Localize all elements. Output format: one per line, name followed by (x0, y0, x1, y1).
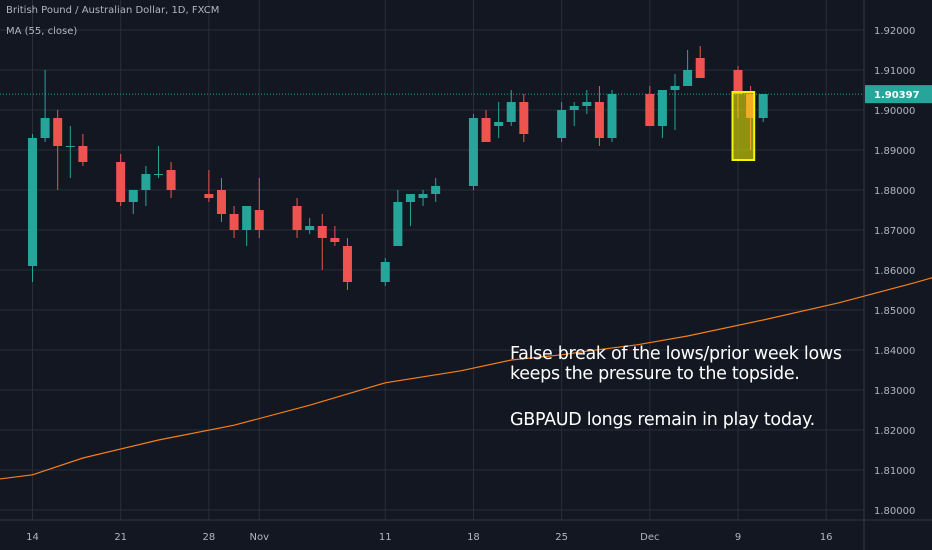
candle-body (166, 170, 176, 190)
candle-body (758, 94, 768, 118)
candle-body (204, 194, 214, 198)
y-tick-label: 1.82000 (874, 426, 915, 437)
chart-title: British Pound / Australian Dollar, 1D, F… (6, 5, 220, 16)
candle-body (65, 146, 75, 147)
candle-body (254, 210, 264, 230)
candle-body (607, 94, 617, 138)
y-tick-label: 1.83000 (874, 386, 915, 397)
y-tick-label: 1.90000 (874, 106, 915, 117)
candle-body (393, 202, 403, 246)
y-tick-label: 1.86000 (874, 266, 915, 277)
candle-body (683, 70, 693, 86)
candle-body (330, 238, 340, 242)
highlight-box (731, 91, 756, 161)
candle-body (380, 262, 390, 282)
x-tick-label: 18 (467, 532, 480, 543)
y-tick-label: 1.80000 (874, 506, 915, 517)
candle-body (153, 174, 163, 175)
y-tick-label: 1.85000 (874, 306, 915, 317)
x-tick-label: 28 (203, 532, 216, 543)
annotation-line-1: False break of the lows/prior week lows (510, 344, 842, 364)
candle-body (128, 190, 138, 202)
candle-body (569, 106, 579, 110)
candle-body (519, 102, 529, 134)
candle-body (229, 214, 239, 230)
candle-body (305, 226, 315, 230)
candle-body (468, 118, 478, 186)
y-tick-label: 1.92000 (874, 26, 915, 37)
candle-body (733, 70, 743, 94)
candle-body (645, 94, 655, 126)
x-tick-label: 9 (735, 532, 741, 543)
candle-body (116, 162, 126, 202)
candle-body (141, 174, 151, 190)
moving-average-line (0, 277, 932, 480)
candle-body (78, 146, 88, 162)
x-tick-label: 25 (555, 532, 568, 543)
candle-body (216, 190, 226, 214)
indicator-label: MA (55, close) (6, 26, 78, 37)
candle-body (40, 118, 50, 138)
candle-body (582, 102, 592, 106)
y-tick-label: 1.87000 (874, 226, 915, 237)
y-tick-label: 1.91000 (874, 66, 915, 77)
candle-body (695, 58, 705, 78)
x-tick-label: 11 (379, 532, 392, 543)
x-tick-label: 16 (820, 532, 833, 543)
x-tick-label: Nov (250, 532, 270, 543)
y-tick-label: 1.88000 (874, 186, 915, 197)
candle-body (242, 206, 252, 230)
candle-body (317, 226, 327, 238)
y-tick-label: 1.84000 (874, 346, 915, 357)
candle-body (342, 246, 352, 282)
candle-body (53, 118, 63, 146)
candle-body (481, 118, 491, 142)
candle-body (557, 110, 567, 138)
candle-body (405, 194, 415, 202)
candle-body (506, 102, 516, 122)
x-tick-label: 14 (26, 532, 39, 543)
candle-body (670, 86, 680, 90)
candle-body (494, 122, 504, 126)
last-price-label: 1.90397 (874, 90, 920, 101)
y-tick-label: 1.89000 (874, 146, 915, 157)
x-tick-label: 21 (114, 532, 127, 543)
annotation-line-2: keeps the pressure to the topside. (510, 364, 800, 384)
candle-body (657, 90, 667, 126)
candle-body (28, 138, 37, 266)
y-tick-label: 1.81000 (874, 466, 915, 477)
candle-body (292, 206, 302, 230)
last-price-tag (865, 85, 932, 104)
candle-body (431, 186, 441, 194)
x-tick-label: Dec (640, 532, 659, 543)
candle-body (594, 102, 604, 138)
annotation-line-3: GBPAUD longs remain in play today. (510, 410, 815, 430)
candle-body (418, 194, 428, 198)
